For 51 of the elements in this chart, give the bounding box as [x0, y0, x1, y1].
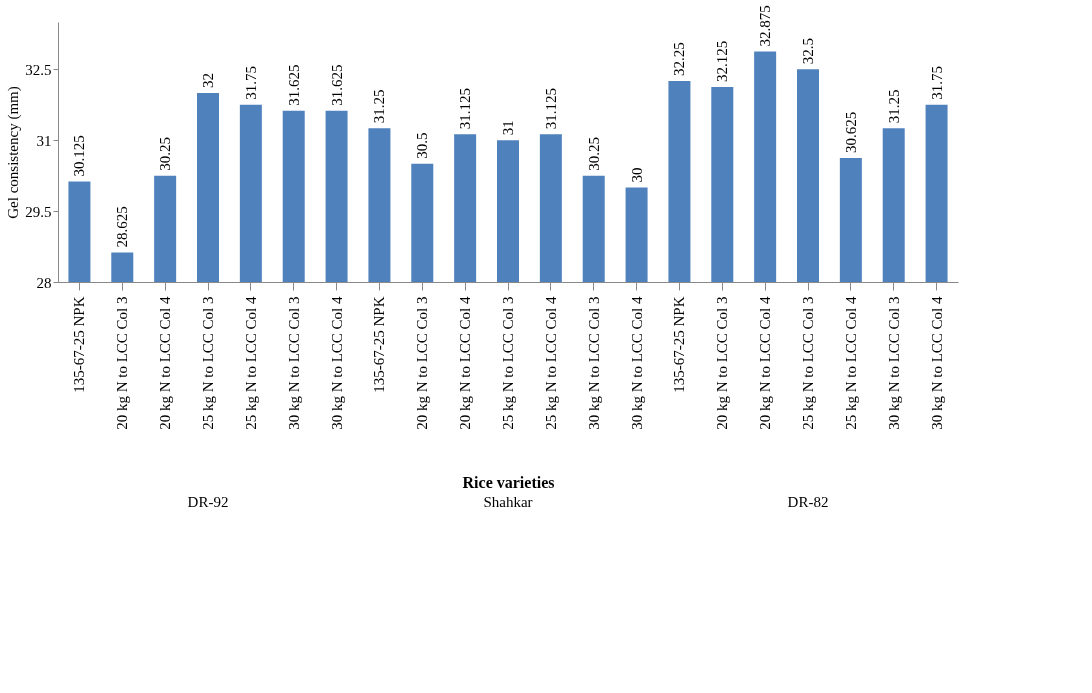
x-tick-label: 20 kg N to LCC Col 4 [457, 296, 474, 430]
y-tick-label: 29.5 [25, 203, 52, 220]
x-tick-label: 135-67-25 NPK [671, 296, 688, 393]
data-label: 31.75 [928, 65, 945, 100]
x-tick-label: 30 kg N to LCC Col 4 [628, 296, 645, 430]
x-tick-label: 30 kg N to LCC Col 3 [885, 296, 902, 430]
x-tick-label: 135-67-25 NPK [71, 296, 88, 393]
data-label: 28.625 [114, 206, 131, 248]
text: DR-92 [187, 494, 229, 510]
x-tick-label: 25 kg N to LCC Col 3 [200, 296, 216, 430]
data-label: 32.125 [714, 40, 731, 82]
x-tick-label: 25 kg N to LCC Col 4 [542, 296, 559, 430]
x-tick-label: 30 kg N to LCC Col 4 [328, 296, 345, 430]
x-tick-label: 30 kg N to LCC Col 3 [285, 296, 302, 430]
data-label: 30.5 [414, 132, 431, 159]
x-tick-label: 20 kg N to LCC Col 3 [414, 296, 431, 430]
data-label: 31.625 [328, 64, 345, 106]
x-tick-label: 20 kg N to LCC Col 3 [114, 296, 131, 430]
data-label: 31.125 [457, 88, 474, 130]
x-tick-label: 20 kg N to LCC Col 4 [157, 296, 174, 430]
x-tick-label: 30 kg N to LCC Col 3 [585, 296, 602, 430]
y-tick-label: 28 [36, 274, 52, 291]
data-label: 30.25 [157, 136, 174, 171]
x-tick-label: 25 kg N to LCC Col 4 [842, 296, 859, 430]
x-tick-label: 20 kg N to LCC Col 4 [757, 296, 774, 430]
y-tick-label: 32.5 [25, 61, 52, 78]
x-axis-title: Rice varieties [462, 473, 555, 491]
x-tick-label: 30 kg N to LCC Col 4 [928, 296, 945, 430]
data-label: 31 [500, 120, 516, 136]
data-label: 32.5 [800, 38, 816, 65]
data-label: 31.25 [885, 89, 902, 124]
x-tick-label: 25 kg N to LCC Col 3 [800, 296, 816, 430]
data-label: 31.25 [371, 89, 388, 124]
y-axis-title: Gel consistency (mm) [5, 86, 23, 219]
data-label: 30 [628, 167, 645, 183]
x-tick-label: 135-67-25 NPK [371, 296, 388, 393]
x-tick-label: 20 kg N to LCC Col 3 [714, 296, 731, 430]
data-label: 30.625 [842, 111, 859, 153]
data-label: 32.875 [757, 5, 774, 47]
text: Shahkar [483, 494, 533, 510]
text: DR-82 [787, 494, 829, 510]
data-label: 32 [200, 72, 216, 88]
data-label: 30.25 [585, 136, 602, 171]
data-label: 32.25 [671, 42, 688, 77]
x-tick-label: 25 kg N to LCC Col 3 [500, 296, 516, 430]
data-label: 31.75 [242, 65, 259, 100]
data-label: 31.125 [542, 88, 559, 130]
data-label: 30.125 [71, 135, 88, 177]
data-label: 31.625 [285, 64, 302, 106]
x-tick-label: 25 kg N to LCC Col 4 [242, 296, 259, 430]
y-tick-label: 31 [36, 132, 52, 149]
